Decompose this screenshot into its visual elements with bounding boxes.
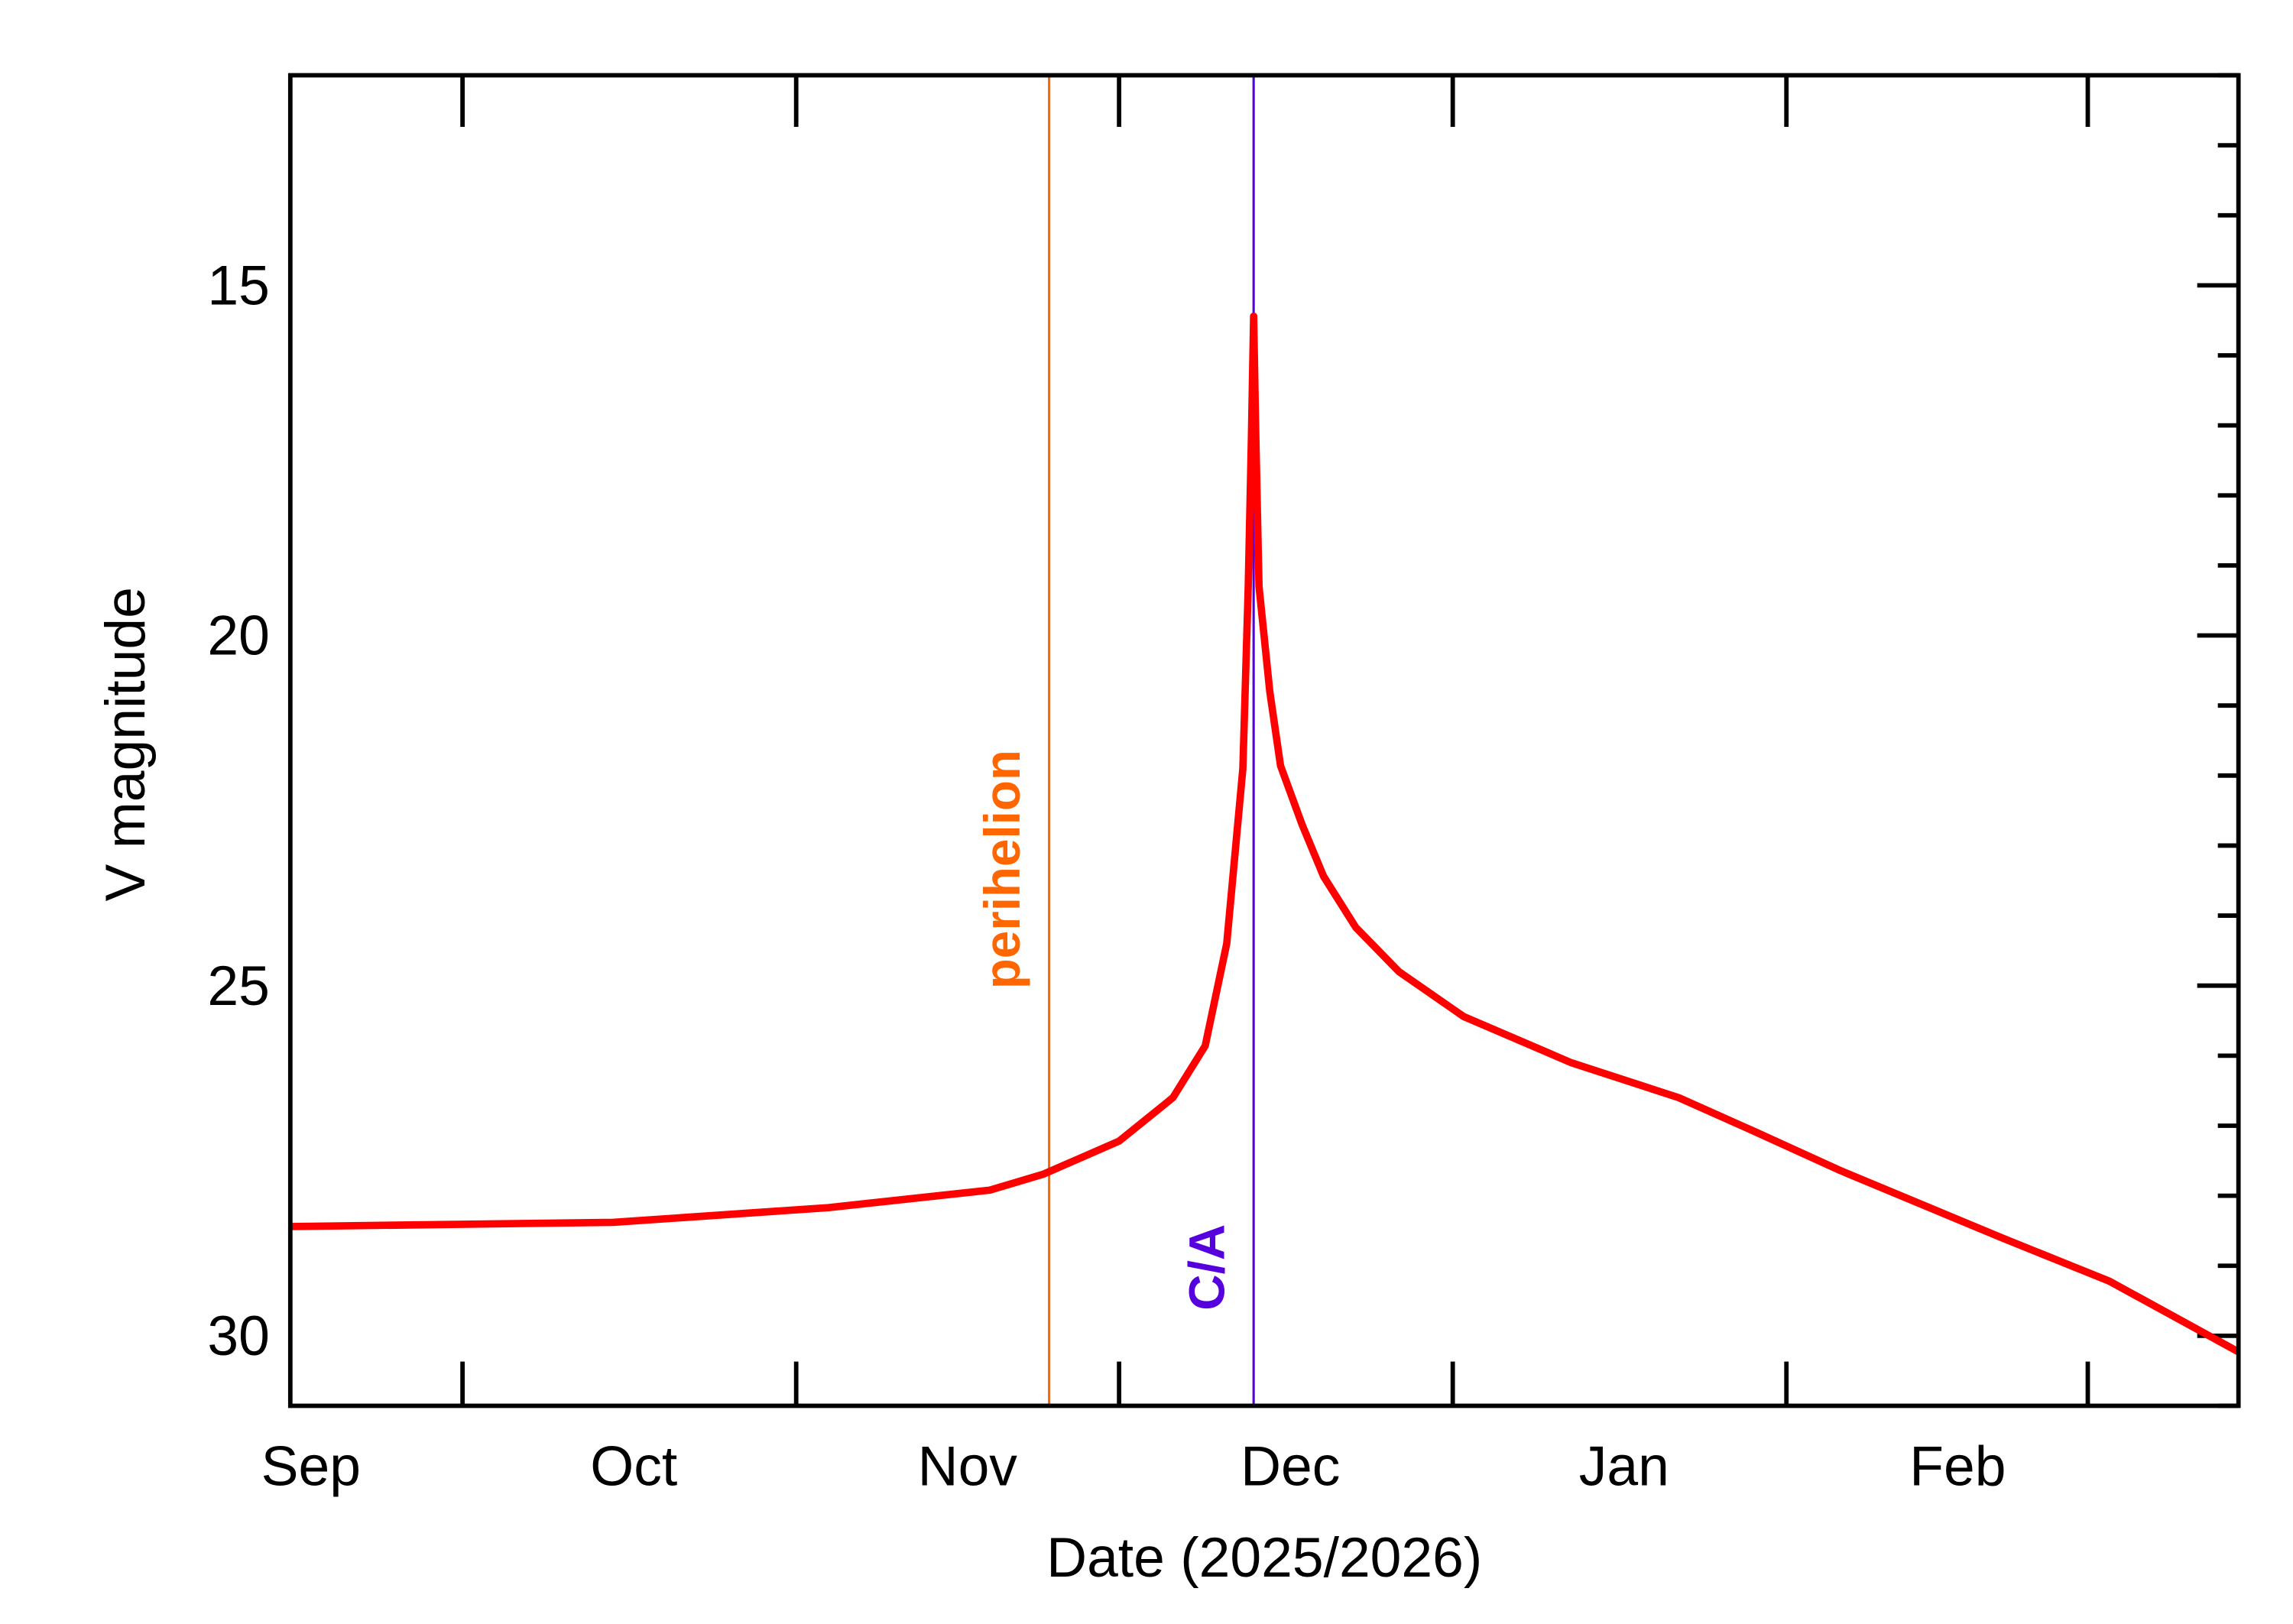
- y-tick-label: 20: [207, 605, 269, 667]
- magnitude-curve: [290, 312, 2240, 1356]
- y-tick-label: 30: [207, 1305, 269, 1367]
- perihelion-label: perihelion: [975, 750, 1030, 989]
- x-tick-label: Dec: [1241, 1435, 1340, 1498]
- x-tick-label: Nov: [918, 1435, 1018, 1498]
- x-tick-label: Jan: [1579, 1435, 1669, 1498]
- x-tick-label: Oct: [590, 1435, 677, 1498]
- x-tick-label: Feb: [1909, 1435, 2006, 1498]
- x-tick-label: Sep: [261, 1435, 361, 1498]
- y-tick-label: 15: [207, 254, 269, 316]
- ca-label: C/A: [1179, 1224, 1235, 1311]
- x-axis-title: Date (2025/2026): [1046, 1526, 1482, 1589]
- y-axis-title: V magnitude: [94, 587, 157, 901]
- plot-frame: [287, 73, 2241, 1408]
- y-tick-label: 25: [207, 955, 269, 1017]
